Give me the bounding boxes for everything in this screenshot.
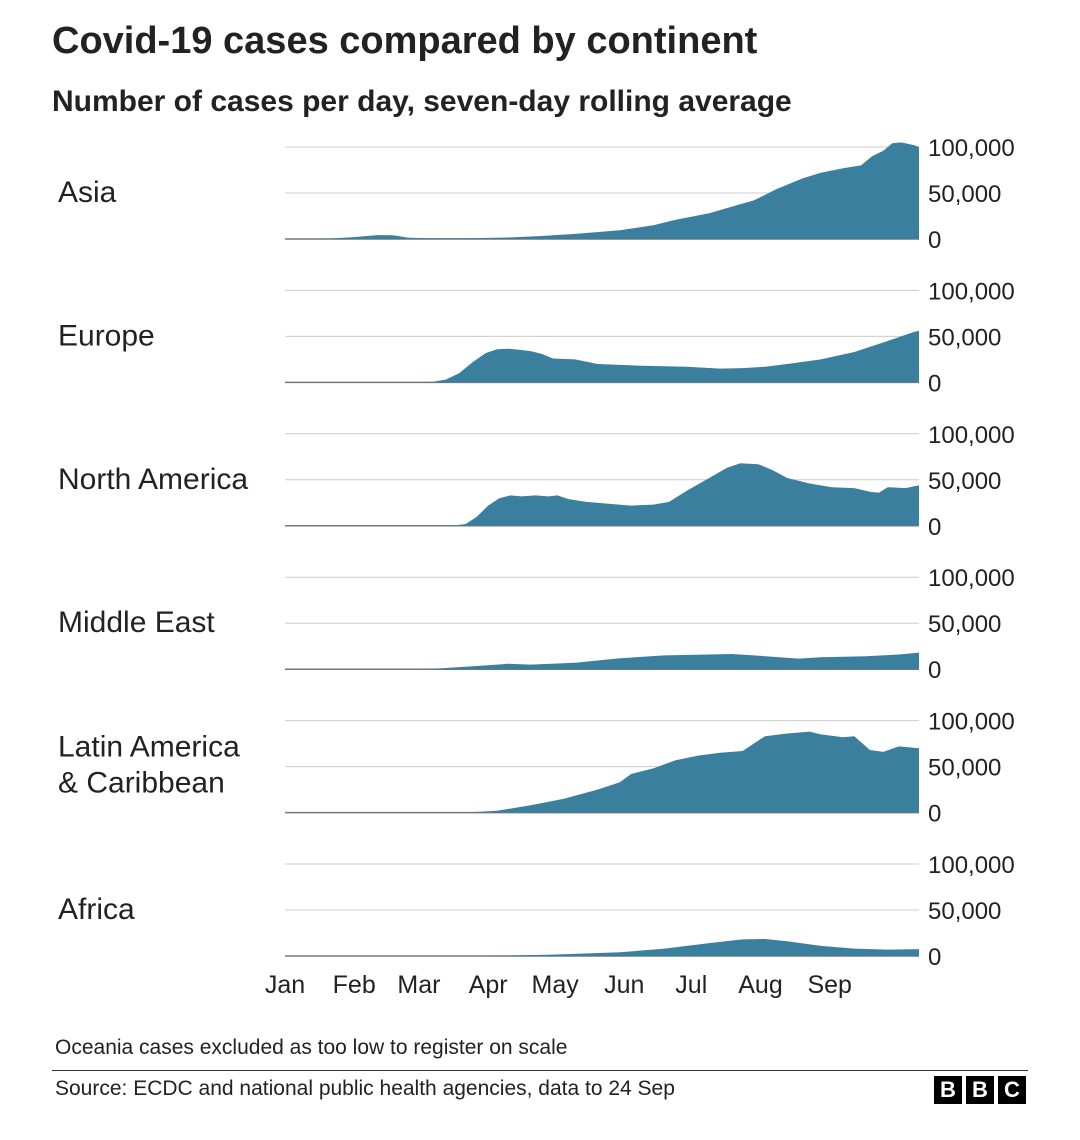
y-tick-label: 50,000 bbox=[928, 611, 1001, 638]
chart-subtitle: Number of cases per day, seven-day rolli… bbox=[52, 85, 792, 118]
y-tick-label: 50,000 bbox=[928, 468, 1001, 495]
x-tick-label: Jan bbox=[265, 971, 305, 999]
y-tick-label: 0 bbox=[928, 514, 941, 541]
area-series bbox=[285, 463, 919, 526]
bbc-logo: B B C bbox=[934, 1076, 1026, 1104]
y-tick-label: 100,000 bbox=[928, 135, 1015, 162]
x-tick-label: Jul bbox=[675, 971, 707, 999]
panel-label: North America bbox=[58, 463, 248, 496]
panel-label: & Caribbean bbox=[58, 767, 225, 800]
bbc-logo-letter: B bbox=[966, 1076, 994, 1104]
y-tick-label: 0 bbox=[928, 944, 941, 971]
y-tick-label: 50,000 bbox=[928, 181, 1001, 208]
panel-label: Europe bbox=[58, 319, 155, 352]
source-divider bbox=[52, 1070, 1028, 1071]
source-note: Source: ECDC and national public health … bbox=[55, 1077, 675, 1100]
area-series bbox=[285, 652, 919, 670]
y-tick-label: 100,000 bbox=[928, 852, 1015, 879]
x-tick-label: Aug bbox=[738, 971, 782, 999]
x-tick-label: Feb bbox=[333, 971, 376, 999]
x-tick-label: Mar bbox=[397, 971, 440, 999]
y-tick-label: 100,000 bbox=[928, 709, 1015, 736]
panel-label: Middle East bbox=[58, 606, 215, 639]
y-tick-label: 100,000 bbox=[928, 565, 1015, 592]
x-tick-label: Apr bbox=[469, 971, 508, 999]
y-tick-label: 0 bbox=[928, 227, 941, 254]
area-series bbox=[285, 939, 919, 956]
y-tick-label: 0 bbox=[928, 657, 941, 684]
bbc-logo-letter: C bbox=[998, 1076, 1026, 1104]
footnote: Oceania cases excluded as too low to reg… bbox=[55, 1036, 568, 1059]
y-tick-label: 100,000 bbox=[928, 422, 1015, 449]
panel-label: Latin America bbox=[58, 731, 240, 764]
y-tick-label: 100,000 bbox=[928, 278, 1015, 305]
panel-label: Asia bbox=[58, 176, 117, 209]
area-series bbox=[285, 330, 919, 383]
panel-label: Africa bbox=[58, 893, 135, 926]
area-series bbox=[285, 142, 919, 239]
y-tick-label: 50,000 bbox=[928, 324, 1001, 351]
chart-title: Covid-19 cases compared by continent bbox=[52, 20, 758, 62]
y-tick-label: 0 bbox=[928, 370, 941, 397]
y-tick-label: 50,000 bbox=[928, 898, 1001, 925]
x-tick-label: Jun bbox=[604, 971, 644, 999]
x-tick-label: May bbox=[532, 971, 580, 999]
x-tick-label: Sep bbox=[807, 971, 851, 999]
bbc-logo-letter: B bbox=[934, 1076, 962, 1104]
area-series bbox=[285, 731, 919, 813]
chart-area: 0 50,000 100,000 Asia 0 50,000 100,000 Europe 0 5… bbox=[58, 135, 1015, 999]
y-tick-label: 0 bbox=[928, 801, 941, 828]
y-tick-label: 50,000 bbox=[928, 755, 1001, 782]
